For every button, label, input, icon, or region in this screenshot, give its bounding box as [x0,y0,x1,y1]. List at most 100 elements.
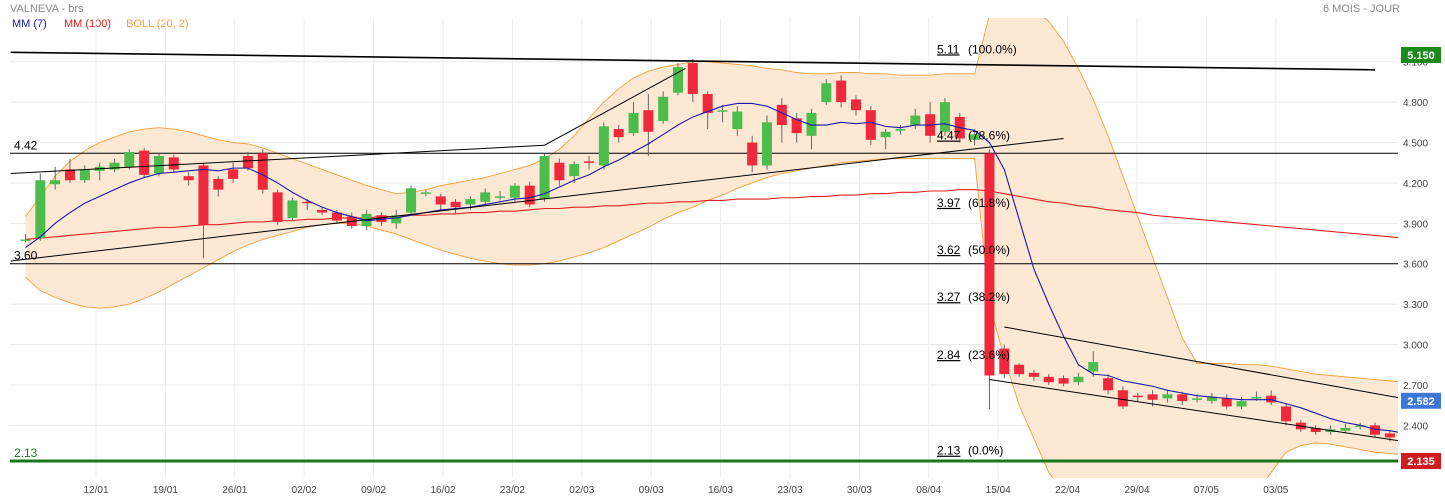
candle-down [524,185,535,205]
candle-down [747,142,758,166]
candle-down [776,104,787,126]
candle-down [272,192,283,222]
y-tick-label: 3.600 [1403,260,1428,271]
bollinger-lower [25,158,1398,478]
fib-pct-label: (61.8%) [968,196,1010,210]
candle-up [673,67,684,93]
candle-up [79,169,90,181]
x-tick-label: 02/03 [569,485,594,496]
x-tick-label: 22/04 [1055,485,1080,496]
level-label: 3.60 [14,249,38,263]
fib-pct-label: (100.0%) [968,42,1017,56]
candle-up [153,155,164,174]
candle-up [1206,397,1217,402]
x-tick-label: 23/02 [500,485,525,496]
candle-up [762,122,772,166]
fib-pct-label: (23.6%) [968,348,1010,362]
candle-down [450,201,461,208]
x-tick-label: 08/04 [916,485,941,496]
candle-up [717,110,728,112]
candle-up [50,180,61,185]
candle-up [420,192,431,194]
fib-value-label: 2.13 [937,444,961,458]
candle-down [435,196,446,205]
x-tick-label: 19/01 [153,485,178,496]
candle-down [1400,436,1410,447]
candle-up [406,188,417,213]
candle-down [1058,378,1069,384]
fib-pct-label: (38.2%) [968,290,1010,304]
mm7-line [25,102,1398,433]
candle-up [939,102,950,132]
candle-up [1192,398,1203,400]
candle-up [1340,428,1351,431]
candle-up [732,111,743,130]
x-tick-label: 26/01 [222,485,247,496]
trendline [544,68,686,146]
candle-down [198,165,209,225]
y-tick-label: 2.400 [1403,421,1428,432]
candle-down [1043,376,1054,383]
candle-up [109,162,120,170]
candle-up [539,155,550,200]
y-tick-label: 4.800 [1403,98,1428,109]
candle-up [895,129,906,131]
candle-down [1117,390,1128,407]
candle-down [791,118,802,134]
x-tick-label: 07/05 [1194,485,1219,496]
y-tick-label: 5.100 [1403,58,1428,69]
bollinger-upper [25,18,1398,383]
candle-down [376,215,387,222]
candle-down [1028,372,1039,377]
x-tick-label: 30/03 [847,485,872,496]
candle-up [1162,394,1173,399]
candle-down [687,63,698,95]
candle-up [509,185,520,198]
price-badge-label: 2.582 [1407,396,1435,408]
fib-value-label: 2.84 [937,348,961,362]
y-tick-label: 4.200 [1403,179,1428,190]
candle-down [1310,428,1321,433]
candle-down [64,169,75,181]
candle-down [302,201,313,204]
candle-down [702,94,713,113]
candle-down [228,169,239,179]
candle-up [658,96,669,121]
x-tick-label: 16/03 [708,485,733,496]
price-badge-label: 5.150 [1407,50,1435,62]
trendline [10,137,1064,262]
x-tick-label: 29/04 [1124,485,1149,496]
candle-up [465,199,476,205]
candle-up [880,131,891,138]
x-tick-label: 03/05 [1263,485,1288,496]
candle-down [213,178,224,190]
candle-down [257,153,268,190]
candle-up [391,215,402,224]
candle-down [317,209,328,213]
fib-pct-label: (0.0%) [968,444,1003,458]
candle-up [628,112,639,134]
trendline [989,379,1398,442]
trendline [10,144,545,175]
y-tick-label: 4.500 [1403,139,1428,150]
candle-down [1221,398,1232,407]
fib-value-label: 4.47 [937,129,961,143]
y-tick-label: 3.000 [1403,341,1428,352]
x-tick-label: 09/03 [639,485,664,496]
candle-up [969,134,980,140]
candle-up [1251,397,1262,399]
fib-value-label: 3.27 [937,290,961,304]
price-badge [1401,47,1441,63]
legend-boll: BOLL (20, 2) [126,18,189,30]
candle-up [1415,439,1425,450]
candle-up [806,112,817,136]
candle-up [1088,362,1099,372]
candle-down [1014,364,1025,375]
candle-down [984,153,995,376]
candle-down [584,161,595,163]
bollinger-band-fill [25,18,1398,478]
candle-up [124,151,135,167]
level-label: 4.42 [14,138,38,152]
candle-down [183,176,194,181]
candle-down [1266,395,1277,403]
